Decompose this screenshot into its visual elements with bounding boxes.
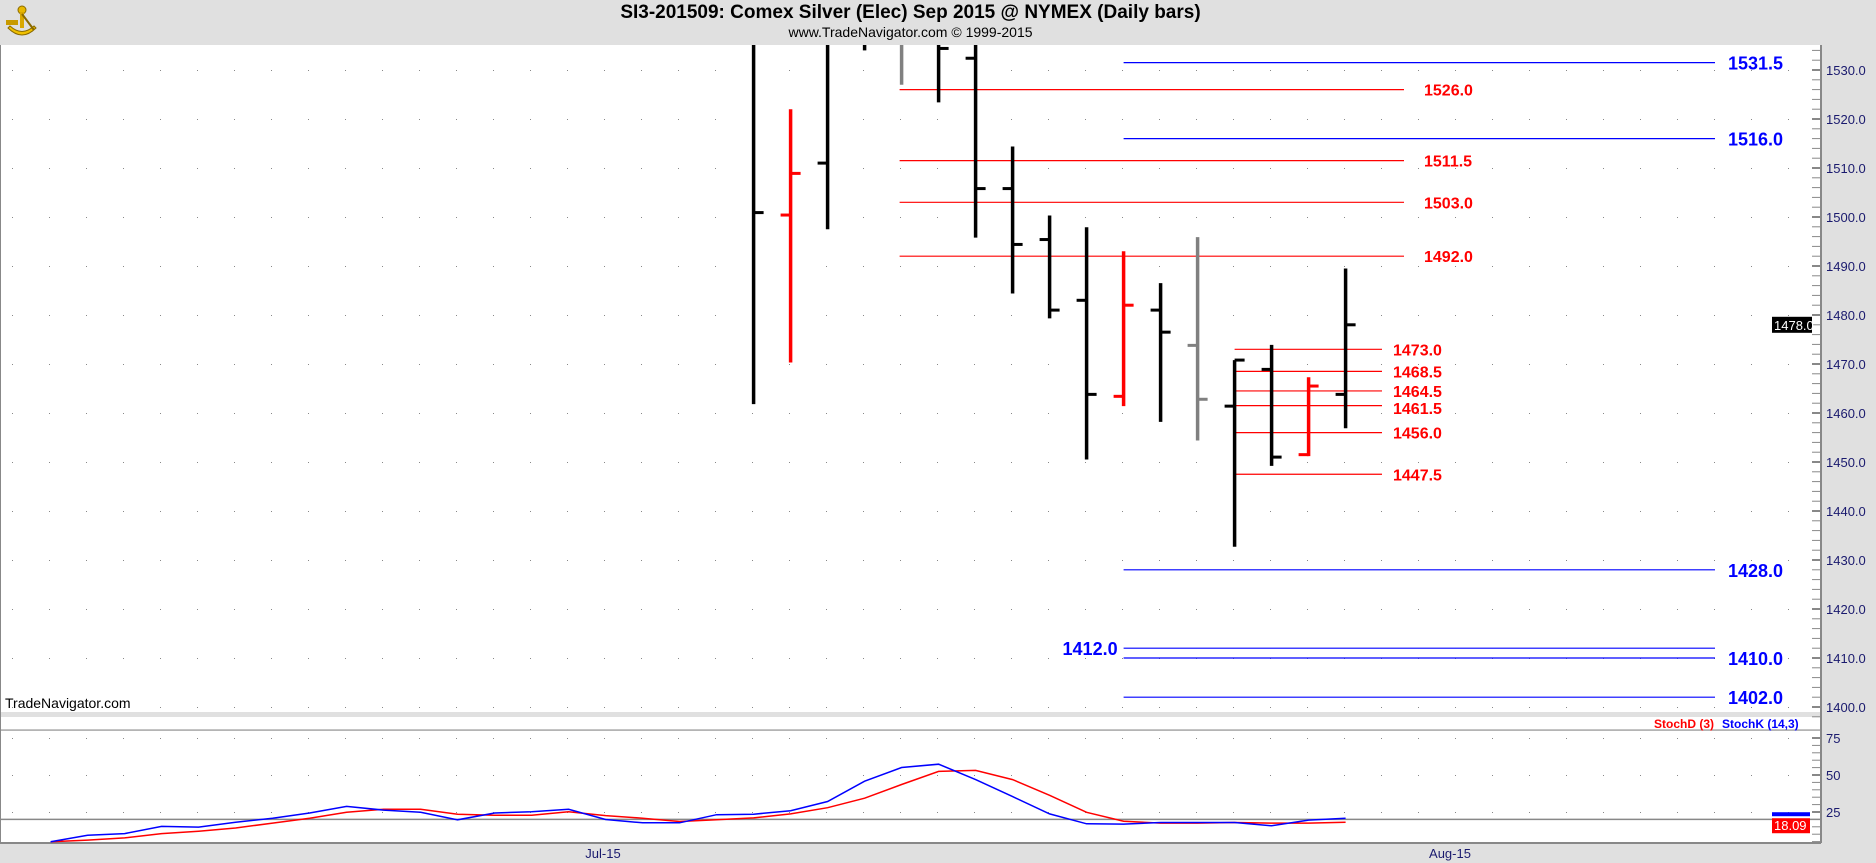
ohlc-bars	[751, 45, 1356, 547]
ohlc-bar	[1113, 251, 1134, 407]
level-label-red: 1503.0	[1424, 195, 1473, 212]
ohlc-bar	[1150, 283, 1171, 422]
level-label-blue: 1428.0	[1728, 561, 1783, 581]
y-tick-label: 1440.0	[1826, 504, 1866, 519]
ohlc-bar	[899, 45, 904, 85]
stoch-axis: 75 50 25 18.09	[1772, 731, 1840, 843]
date-axis: Jul-15 Aug-15	[585, 846, 1471, 861]
watermark: TradeNavigator.com	[5, 695, 131, 711]
chart-title: SI3-201509: Comex Silver (Elec) Sep 2015…	[620, 2, 1201, 23]
stoch-grid	[0, 731, 1821, 843]
y-tick-label: 1520.0	[1826, 112, 1866, 127]
ohlc-bar	[1224, 358, 1245, 547]
level-label-blue: 1410.0	[1728, 649, 1783, 669]
stoch-y-tick-label: 25	[1826, 805, 1840, 820]
stoch-k-last-marker	[1772, 812, 1810, 817]
stochastic-lines	[0, 763, 1821, 843]
level-label-red: 1468.5	[1393, 364, 1442, 381]
y-tick-label: 1490.0	[1826, 259, 1866, 274]
ohlc-bar	[817, 45, 830, 230]
ohlc-bar	[1002, 146, 1023, 294]
level-label-red: 1492.0	[1424, 249, 1473, 266]
level-label-red: 1456.0	[1393, 426, 1442, 443]
y-tick-label: 1500.0	[1826, 210, 1866, 225]
x-tick-label: Jul-15	[585, 846, 620, 861]
y-tick-label: 1410.0	[1826, 651, 1866, 666]
level-label-red: 1473.0	[1393, 342, 1442, 359]
price-grid	[0, 45, 1821, 712]
ohlc-bar	[1076, 227, 1097, 460]
ohlc-bar	[965, 45, 986, 238]
ohlc-bar	[1298, 377, 1319, 457]
level-lines: 1526.0 1511.5 1503.0 1492.0 1473.0 1468.5 1464…	[899, 54, 1783, 708]
price-axis: 1530.0 1520.0 1510.0 1500.0 1490.0 1480.0 1470…	[1772, 49, 1866, 718]
y-tick-label: 1530.0	[1826, 63, 1866, 78]
ohlc-bar	[1187, 237, 1208, 441]
ohlc-bar	[780, 109, 801, 363]
y-tick-label: 1450.0	[1826, 455, 1866, 470]
y-tick-label: 1460.0	[1826, 406, 1866, 421]
ohlc-bar	[1039, 215, 1060, 319]
level-label-red: 1464.5	[1393, 384, 1442, 401]
level-label-blue: 1516.0	[1728, 130, 1783, 150]
y-tick-label: 1510.0	[1826, 161, 1866, 176]
ohlc-bar	[936, 45, 949, 103]
stoch-d-last-marker	[1772, 818, 1810, 834]
y-tick-label: 1480.0	[1826, 308, 1866, 323]
level-label-blue: 1412.0	[1063, 639, 1118, 659]
pane-separator[interactable]	[0, 712, 1821, 717]
ohlc-bar	[1335, 268, 1356, 429]
level-label-blue: 1531.5	[1728, 54, 1783, 74]
last-price-marker	[1772, 316, 1812, 333]
ohlc-bar	[862, 45, 867, 51]
last-price-label: 1478.0	[1774, 318, 1814, 333]
stoch-d-last-label: 18.09	[1774, 818, 1807, 833]
chart-header: SI3-201509: Comex Silver (Elec) Sep 2015…	[0, 0, 1876, 45]
stoch-k-line	[50, 763, 1346, 843]
y-tick-label: 1430.0	[1826, 553, 1866, 568]
sextant-logo-icon	[6, 5, 37, 36]
stoch-k-legend: StochK (14,3)	[1722, 717, 1799, 731]
y-tick-label: 1420.0	[1826, 602, 1866, 617]
stoch-y-tick-label: 50	[1826, 768, 1840, 783]
stoch-d-legend: StochD (3)	[1654, 717, 1714, 731]
ohlc-bar	[1261, 344, 1282, 466]
chart-subtitle: www.TradeNavigator.com © 1999-2015	[788, 24, 1033, 40]
ohlc-bar	[751, 45, 764, 405]
level-label-red: 1447.5	[1393, 467, 1442, 484]
level-label-red: 1526.0	[1424, 83, 1473, 100]
x-tick-label: Aug-15	[1429, 846, 1471, 861]
stoch-d-line	[50, 769, 1346, 843]
level-label-red: 1461.5	[1393, 401, 1442, 418]
level-label-red: 1511.5	[1424, 154, 1472, 171]
stoch-y-tick-label: 75	[1826, 731, 1840, 746]
stoch-legend-strip	[0, 717, 1821, 730]
y-tick-label: 1470.0	[1826, 357, 1866, 372]
y-tick-label: 1400.0	[1826, 700, 1866, 715]
level-label-blue: 1402.0	[1728, 688, 1783, 708]
